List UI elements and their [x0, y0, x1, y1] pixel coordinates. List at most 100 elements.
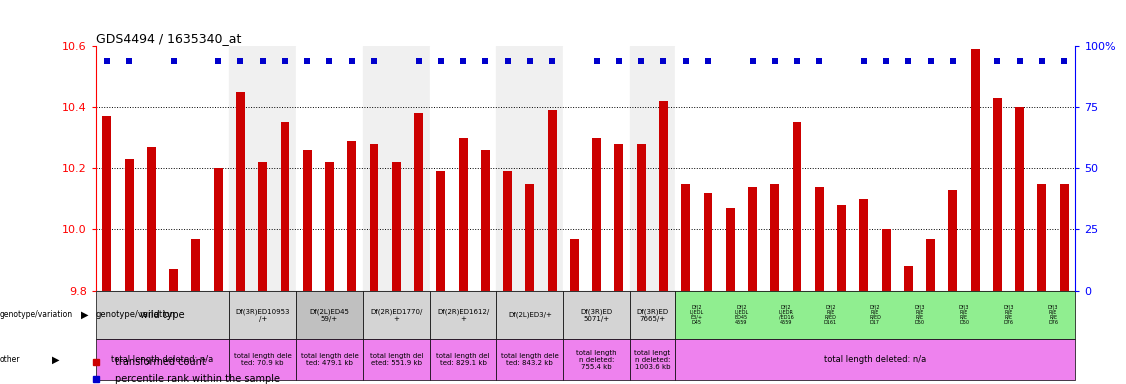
Text: wild type: wild type	[141, 310, 185, 320]
Bar	[230, 291, 296, 339]
Bar	[296, 46, 363, 291]
Bar	[497, 291, 563, 339]
Bar	[430, 291, 497, 339]
Bar	[631, 291, 674, 339]
Bar	[948, 190, 957, 291]
Bar	[563, 291, 631, 339]
Text: total lengt
n deleted:
1003.6 kb: total lengt n deleted: 1003.6 kb	[634, 350, 670, 370]
Bar	[430, 46, 497, 291]
Text: total length deleted: n/a: total length deleted: n/a	[824, 355, 926, 364]
Bar	[96, 339, 230, 380]
Text: ▶: ▶	[52, 355, 60, 365]
Bar	[674, 339, 1075, 380]
Bar	[631, 339, 674, 380]
Text: other: other	[0, 355, 20, 364]
Bar	[96, 291, 230, 339]
Bar	[497, 46, 563, 291]
Bar	[971, 49, 980, 291]
Bar	[726, 208, 734, 291]
Bar	[303, 150, 312, 291]
Text: genotype/variation: genotype/variation	[0, 311, 73, 319]
Text: Df(3
R)E
R/E
D76: Df(3 R)E R/E D76	[1003, 305, 1013, 325]
Text: total length del
ted: 829.1 kb: total length del ted: 829.1 kb	[436, 353, 490, 366]
Bar	[146, 147, 155, 291]
Bar	[570, 238, 579, 291]
Text: Df(2R)ED1612/
+: Df(2R)ED1612/ +	[437, 308, 489, 322]
Bar	[659, 101, 668, 291]
Bar	[503, 171, 512, 291]
Bar	[904, 266, 913, 291]
Bar	[615, 144, 624, 291]
Bar	[526, 184, 535, 291]
Text: Df(3R)ED
7665/+: Df(3R)ED 7665/+	[636, 308, 669, 322]
Text: Df(3R)ED10953
/+: Df(3R)ED10953 /+	[235, 308, 289, 322]
Text: Df(2
R)E
R/ED
D17: Df(2 R)E R/ED D17	[869, 305, 881, 325]
Bar	[102, 116, 111, 291]
Bar	[258, 162, 267, 291]
Bar	[793, 122, 802, 291]
Text: Df(2L)ED45
59/+: Df(2L)ED45 59/+	[310, 308, 349, 322]
Bar	[859, 199, 868, 291]
Bar	[563, 46, 631, 291]
Bar	[363, 339, 430, 380]
Text: Df(3
R)E
R/E
D76: Df(3 R)E R/E D76	[1048, 305, 1058, 325]
Text: Df(2L)ED3/+: Df(2L)ED3/+	[508, 312, 552, 318]
Bar	[214, 168, 223, 291]
Text: total length deleted: n/a: total length deleted: n/a	[111, 355, 214, 364]
Text: Df(2
R)E
R/ED
D161: Df(2 R)E R/ED D161	[824, 305, 837, 325]
Bar	[674, 46, 1075, 291]
Text: total length dele
ted: 843.2 kb: total length dele ted: 843.2 kb	[501, 353, 558, 366]
Bar	[325, 162, 334, 291]
Bar	[674, 291, 1075, 339]
Bar	[430, 339, 497, 380]
Bar	[363, 46, 430, 291]
Bar	[748, 187, 757, 291]
Bar	[1060, 184, 1069, 291]
Bar	[96, 46, 230, 291]
Bar	[363, 291, 430, 339]
Bar	[230, 46, 296, 291]
Bar	[347, 141, 356, 291]
Text: Df(2
L)EDR
/ED16
4559: Df(2 L)EDR /ED16 4559	[778, 305, 794, 325]
Bar	[563, 339, 631, 380]
Text: total length del
eted: 551.9 kb: total length del eted: 551.9 kb	[369, 353, 423, 366]
Text: Df(2R)ED1770/
+: Df(2R)ED1770/ +	[370, 308, 422, 322]
Bar	[414, 113, 423, 291]
Bar	[547, 110, 556, 291]
Bar	[815, 187, 824, 291]
Text: total length
n deleted:
755.4 kb: total length n deleted: 755.4 kb	[577, 350, 617, 370]
Bar	[927, 238, 935, 291]
Bar	[592, 138, 601, 291]
Bar	[369, 144, 378, 291]
Bar	[1016, 107, 1025, 291]
Bar	[458, 138, 467, 291]
Bar	[882, 229, 891, 291]
Bar	[296, 291, 363, 339]
Bar	[169, 269, 178, 291]
Bar	[636, 144, 645, 291]
Bar	[236, 92, 244, 291]
Bar	[681, 184, 690, 291]
Bar	[497, 339, 563, 380]
Text: GDS4494 / 1635340_at: GDS4494 / 1635340_at	[96, 32, 241, 45]
Bar	[704, 193, 713, 291]
Text: total length dele
ted: 70.9 kb: total length dele ted: 70.9 kb	[234, 353, 292, 366]
Text: total length dele
ted: 479.1 kb: total length dele ted: 479.1 kb	[301, 353, 358, 366]
Bar	[631, 46, 674, 291]
Text: percentile rank within the sample: percentile rank within the sample	[115, 374, 280, 384]
Text: Df(3
R)E
R/E
D50: Df(3 R)E R/E D50	[958, 305, 969, 325]
Text: Df(3
R)E
R/E
D50: Df(3 R)E R/E D50	[914, 305, 924, 325]
Text: genotype/variation: genotype/variation	[96, 311, 176, 319]
Bar	[125, 159, 134, 291]
Bar	[392, 162, 401, 291]
Bar	[437, 171, 445, 291]
Bar	[191, 238, 200, 291]
Bar	[280, 122, 289, 291]
Bar	[837, 205, 846, 291]
Bar	[230, 339, 296, 380]
Text: Df(2
L)EDL
E3/+
D45: Df(2 L)EDL E3/+ D45	[690, 305, 704, 325]
Bar	[993, 98, 1002, 291]
Text: ▶: ▶	[81, 310, 89, 320]
Bar	[296, 339, 363, 380]
Text: Df(2
L)EDL
ED45
4559: Df(2 L)EDL ED45 4559	[734, 305, 749, 325]
